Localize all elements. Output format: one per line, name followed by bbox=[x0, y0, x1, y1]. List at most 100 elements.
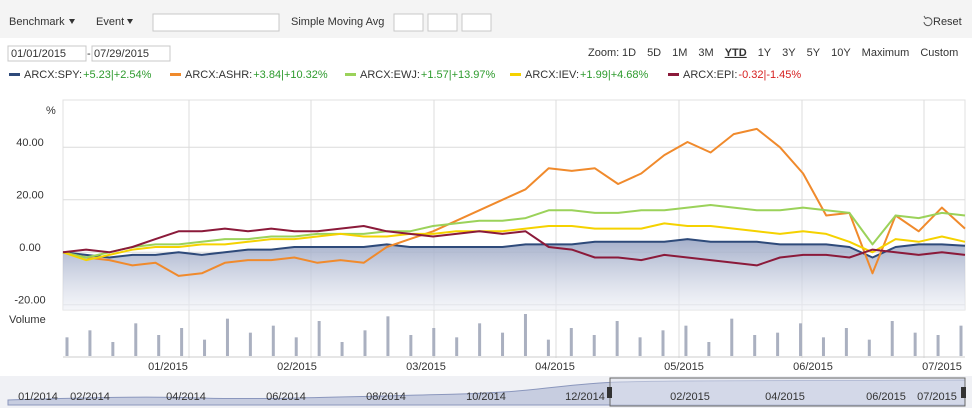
volume-bar bbox=[615, 321, 619, 356]
navigator-label: 02/2014 bbox=[70, 391, 110, 403]
volume-bar bbox=[730, 318, 734, 356]
y-tick-label: 40.00 bbox=[16, 137, 44, 149]
navigator-handle[interactable] bbox=[607, 387, 612, 398]
zoom-label: Zoom: bbox=[588, 47, 619, 59]
volume-bar bbox=[501, 332, 505, 356]
zoom-option[interactable]: YTD bbox=[725, 47, 747, 59]
zoom-option[interactable]: Custom bbox=[920, 47, 958, 59]
volume-bar bbox=[844, 328, 848, 356]
sma-input[interactable] bbox=[427, 13, 458, 32]
volume-bar bbox=[707, 342, 711, 356]
volume-bar bbox=[890, 321, 894, 356]
volume-bar bbox=[959, 325, 963, 356]
volume-bar bbox=[157, 335, 161, 356]
navigator-label: 12/2014 bbox=[565, 391, 605, 403]
navigator-label: 06/2015 bbox=[866, 391, 906, 403]
legend-change: +5.23|+2.54% bbox=[83, 69, 152, 81]
volume-bar bbox=[936, 335, 940, 356]
zoom-option[interactable]: 10Y bbox=[831, 47, 851, 59]
legend-change: +1.57|+13.97% bbox=[421, 69, 496, 81]
end-date-input[interactable] bbox=[91, 45, 171, 62]
volume-bar bbox=[799, 323, 803, 356]
series-line bbox=[62, 225, 966, 267]
volume-bar bbox=[340, 342, 344, 356]
volume-bar bbox=[363, 330, 367, 356]
zoom-option[interactable]: Maximum bbox=[862, 47, 910, 59]
legend-swatch bbox=[170, 73, 181, 76]
navigator-handle[interactable] bbox=[961, 387, 966, 398]
legend-name[interactable]: ARCX:ASHR: bbox=[185, 69, 252, 81]
volume-bar bbox=[65, 337, 69, 356]
zoom-option[interactable]: 1Y bbox=[758, 47, 772, 59]
volume-bar bbox=[913, 332, 917, 356]
legend-swatch bbox=[510, 73, 521, 76]
zoom-option[interactable]: 1D bbox=[622, 47, 636, 59]
volume-bar bbox=[478, 323, 482, 356]
volume-label: Volume bbox=[9, 314, 46, 326]
y-axis-label: % bbox=[46, 105, 56, 117]
reset-icon bbox=[923, 15, 933, 27]
volume-bar bbox=[88, 330, 92, 356]
volume-bar bbox=[661, 330, 665, 356]
y-tick-label: 20.00 bbox=[16, 190, 44, 202]
volume-bar bbox=[386, 316, 390, 356]
sma-input[interactable] bbox=[393, 13, 424, 32]
legend-swatch bbox=[9, 73, 20, 76]
volume-bar bbox=[753, 335, 757, 356]
event-menu[interactable]: Event bbox=[96, 16, 124, 28]
legend-change: -0.32|-1.45% bbox=[738, 69, 801, 81]
volume-bar bbox=[248, 332, 252, 356]
x-tick-label: 05/2015 bbox=[664, 361, 704, 373]
date-separator: - bbox=[87, 48, 91, 60]
x-tick-label: 01/2015 bbox=[148, 361, 188, 373]
zoom-option[interactable]: 3M bbox=[698, 47, 713, 59]
legend-name[interactable]: ARCX:IEV: bbox=[525, 69, 579, 81]
navigator-label: 10/2014 bbox=[466, 391, 506, 403]
navigator-label: 07/2015 bbox=[917, 391, 957, 403]
zoom-option[interactable]: 3Y bbox=[782, 47, 796, 59]
x-tick-label: 02/2015 bbox=[277, 361, 317, 373]
navigator-label: 02/2015 bbox=[670, 391, 710, 403]
zoom-option[interactable]: 5D bbox=[647, 47, 661, 59]
series-area bbox=[63, 239, 965, 310]
legend-name[interactable]: ARCX:EWJ: bbox=[360, 69, 420, 81]
legend-change: +3.84|+10.32% bbox=[253, 69, 328, 81]
volume-bar bbox=[821, 337, 825, 356]
legend-name[interactable]: ARCX:SPY: bbox=[24, 69, 82, 81]
navigator-label: 04/2014 bbox=[166, 391, 206, 403]
y-tick-label: 0.00 bbox=[19, 242, 40, 254]
sma-input[interactable] bbox=[461, 13, 492, 32]
x-tick-label: 06/2015 bbox=[793, 361, 833, 373]
search-input[interactable] bbox=[152, 13, 280, 32]
volume-bar bbox=[111, 342, 115, 356]
dropdown-arrow bbox=[127, 19, 133, 24]
zoom-option[interactable]: 1M bbox=[672, 47, 687, 59]
series-line bbox=[62, 238, 966, 259]
volume-bar bbox=[294, 337, 298, 356]
x-tick-label: 07/2015 bbox=[922, 361, 962, 373]
volume-bar bbox=[203, 339, 207, 356]
sma-label: Simple Moving Avg bbox=[291, 16, 384, 28]
reset-button[interactable]: Reset bbox=[933, 16, 962, 28]
dropdown-arrow bbox=[69, 19, 75, 24]
benchmark-menu[interactable]: Benchmark bbox=[9, 16, 65, 28]
volume-bar bbox=[432, 328, 436, 356]
volume-bar bbox=[225, 318, 229, 356]
navigator-label: 01/2014 bbox=[18, 391, 58, 403]
navigator-label: 04/2015 bbox=[765, 391, 805, 403]
volume-bar bbox=[317, 321, 321, 356]
navigator-window[interactable] bbox=[609, 377, 966, 407]
volume-bar bbox=[546, 339, 550, 356]
legend-name[interactable]: ARCX:EPI: bbox=[683, 69, 737, 81]
x-tick-label: 04/2015 bbox=[535, 361, 575, 373]
start-date: 01/01/2015 bbox=[11, 48, 66, 60]
volume-bar bbox=[180, 328, 184, 356]
zoom-option[interactable]: 5Y bbox=[807, 47, 821, 59]
series-line bbox=[62, 222, 966, 262]
series-line bbox=[62, 127, 966, 277]
start-date-input[interactable] bbox=[7, 45, 87, 62]
volume-bar bbox=[271, 325, 275, 356]
volume-bar bbox=[867, 339, 871, 356]
volume-bar bbox=[523, 314, 527, 356]
